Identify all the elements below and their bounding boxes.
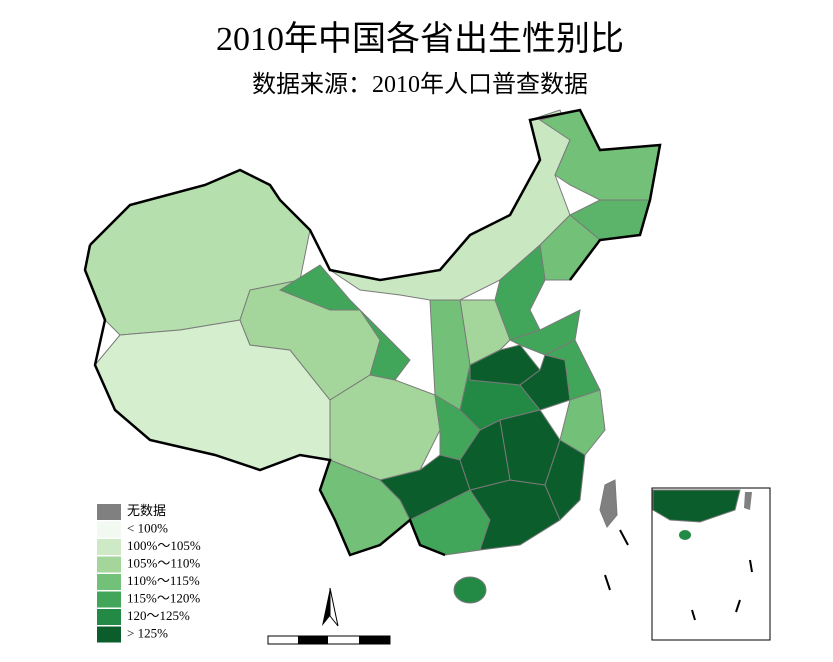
china-map: [83, 108, 662, 604]
legend: 无数据 < 100% 100%～105% 105%～110% 110%～115% 115%…: [97, 503, 201, 643]
subtitle: 数据来源：2010年人口普查数据: [252, 71, 588, 98]
legend-label: 无数据: [127, 503, 166, 518]
legend-label: 105%～110%: [127, 555, 200, 570]
legend-swatch: [97, 609, 121, 625]
legend-swatch: [97, 521, 121, 538]
legend-swatch: [97, 626, 121, 643]
arrow-half: [322, 588, 330, 626]
boundary-dash: [735, 599, 741, 613]
legend-label: < 100%: [127, 520, 168, 535]
border: [83, 244, 446, 557]
province: [544, 439, 586, 521]
scale-segment: [298, 636, 328, 644]
boundary-dash: [619, 529, 629, 546]
boundary-dash: [749, 559, 753, 573]
legend-swatch: [97, 539, 121, 555]
north-arrow: [322, 587, 339, 627]
scale-bar: [267, 635, 391, 645]
inset-taiwan: [744, 492, 752, 510]
legend-swatch: [97, 591, 121, 608]
province: [559, 389, 606, 456]
inset-map: [651, 487, 771, 641]
legend-label: 115%～120%: [127, 590, 200, 605]
province: [453, 576, 487, 604]
legend-swatch: [97, 556, 121, 573]
legend-label: 100%～105%: [127, 538, 201, 553]
legend-label: 110%～115%: [127, 573, 200, 588]
arrow-half: [329, 587, 339, 627]
legend-label: 120～125%: [127, 608, 190, 623]
legend-label: > 125%: [127, 625, 168, 640]
inset-land: [652, 489, 741, 523]
province: [599, 479, 618, 528]
boundary-dash: [604, 574, 611, 591]
title: 2010年中国各省出生性别比: [216, 20, 624, 58]
legend-swatch: [97, 504, 121, 520]
border: [89, 108, 662, 282]
legend-swatch: [97, 574, 121, 590]
inset-island: [679, 530, 691, 540]
boundary-dash: [691, 609, 696, 621]
scale-segment: [359, 636, 390, 644]
